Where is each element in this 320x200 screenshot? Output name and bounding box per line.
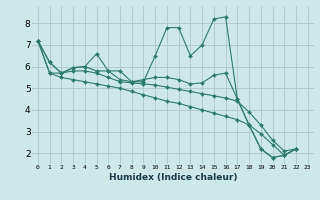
- X-axis label: Humidex (Indice chaleur): Humidex (Indice chaleur): [108, 173, 237, 182]
